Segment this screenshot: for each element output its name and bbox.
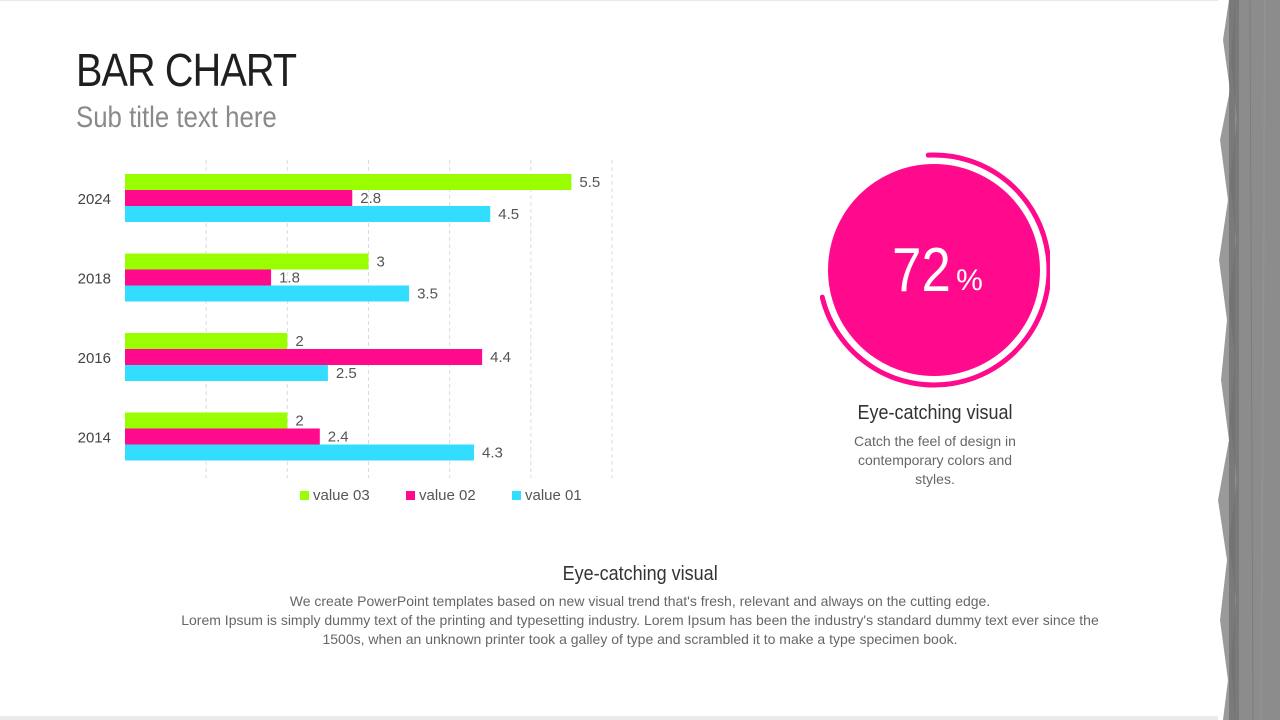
legend-label: value 01 (525, 487, 582, 504)
category-label: 2016 (78, 350, 111, 367)
page-title: BAR CHART (76, 42, 297, 98)
bar (125, 174, 572, 190)
bottom-line-2: Lorem Ipsum is simply dummy text of the … (181, 612, 1099, 647)
category-label: 2018 (78, 271, 111, 288)
bar (125, 349, 483, 365)
bottom-divider (0, 716, 1218, 720)
legend-swatch (300, 491, 309, 500)
data-label: 4.5 (498, 206, 519, 223)
data-label: 3.5 (417, 286, 438, 303)
data-label: 5.5 (579, 174, 600, 191)
bar (125, 444, 475, 461)
legend-label: value 02 (419, 487, 476, 504)
bar (125, 428, 320, 445)
category-label: 2014 (78, 430, 111, 447)
bar (125, 285, 410, 302)
bar (125, 365, 328, 381)
data-label: 4.3 (482, 445, 503, 462)
data-label: 3 (377, 254, 385, 271)
category-label: 2024 (78, 191, 111, 208)
top-divider (0, 0, 1218, 1)
percent-sign: % (956, 264, 983, 297)
bar (125, 253, 369, 270)
panel-description: Catch the feel of design in contemporary… (854, 433, 1016, 487)
percent-ring (820, 152, 1050, 388)
legend-swatch (512, 491, 521, 500)
percent-disc (828, 164, 1040, 376)
bar (125, 269, 272, 286)
bar (125, 206, 491, 222)
data-label: 4.4 (490, 349, 511, 366)
data-label: 2 (295, 413, 303, 430)
percent-number: 72 (892, 235, 951, 305)
data-label: 2.8 (360, 190, 381, 207)
grunge-edge-decoration (1218, 0, 1280, 720)
bottom-text-block: Eye-catching visual We create PowerPoint… (170, 563, 1110, 649)
bar (125, 333, 288, 349)
bar-chart: 5.5 2.8 4.5 2024 3 1.8 3.5 2018 2 4.4 2.5 2016 2 2.4 4… (78, 160, 613, 504)
panel-heading: Eye-catching visual (857, 402, 1013, 424)
percent-arc (820, 152, 1050, 388)
legend-swatch (406, 491, 415, 500)
bar (125, 190, 353, 206)
percent-label: 72 % (820, 150, 1050, 390)
data-label: 2 (295, 333, 303, 350)
bottom-heading: Eye-catching visual (562, 563, 718, 585)
data-label: 2.5 (336, 365, 357, 382)
page-subtitle: Sub title text here (76, 101, 277, 134)
title-block: BAR CHART Sub title text here (76, 42, 332, 136)
data-label: 1.8 (279, 270, 300, 287)
bottom-line-1: We create PowerPoint templates based on … (289, 593, 991, 609)
title-bold: BAR (76, 44, 156, 96)
legend-label: value 03 (313, 487, 370, 504)
bar (125, 412, 288, 429)
title-rest: CHART (154, 44, 297, 96)
data-label: 2.4 (328, 429, 349, 446)
